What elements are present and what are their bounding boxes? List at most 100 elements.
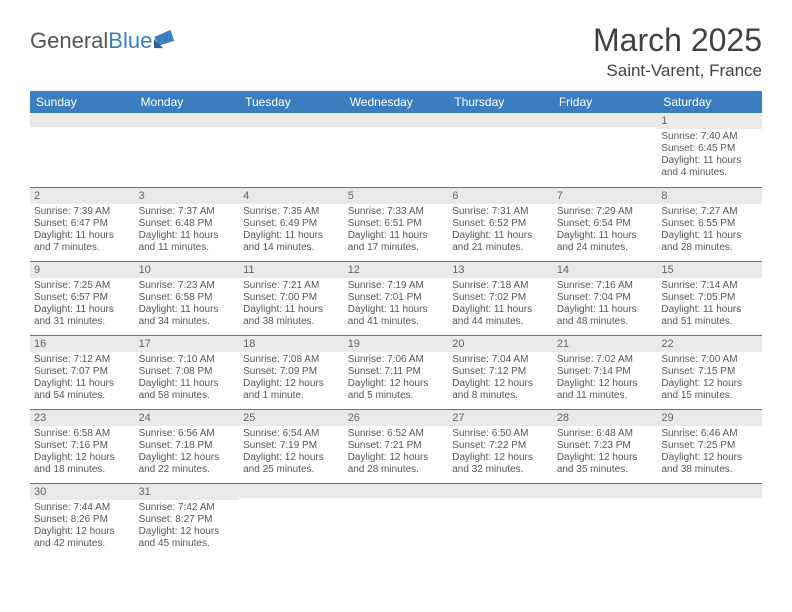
- day-details: Sunrise: 7:19 AMSunset: 7:01 PMDaylight:…: [344, 278, 449, 331]
- calendar-body: 1Sunrise: 7:40 AMSunset: 6:45 PMDaylight…: [30, 113, 762, 557]
- calendar-day: 12Sunrise: 7:19 AMSunset: 7:01 PMDayligh…: [344, 261, 449, 335]
- logo-text-1: General: [30, 28, 108, 54]
- day-number: 30: [30, 484, 135, 500]
- day-number: [553, 113, 658, 127]
- calendar-day: 24Sunrise: 6:56 AMSunset: 7:18 PMDayligh…: [135, 409, 240, 483]
- day-details: Sunrise: 7:44 AMSunset: 8:26 PMDaylight:…: [30, 500, 135, 553]
- day-details: Sunrise: 6:56 AMSunset: 7:18 PMDaylight:…: [135, 426, 240, 479]
- calendar-day: 28Sunrise: 6:48 AMSunset: 7:23 PMDayligh…: [553, 409, 658, 483]
- day-number: 10: [135, 262, 240, 278]
- calendar-week: 1Sunrise: 7:40 AMSunset: 6:45 PMDaylight…: [30, 113, 762, 187]
- calendar-day: 23Sunrise: 6:58 AMSunset: 7:16 PMDayligh…: [30, 409, 135, 483]
- day-number: 19: [344, 336, 449, 352]
- calendar-day: 6Sunrise: 7:31 AMSunset: 6:52 PMDaylight…: [448, 187, 553, 261]
- calendar-empty: [657, 483, 762, 557]
- day-number: [344, 484, 449, 498]
- calendar-day: 14Sunrise: 7:16 AMSunset: 7:04 PMDayligh…: [553, 261, 658, 335]
- weekday-header: Friday: [553, 91, 658, 113]
- calendar-day: 4Sunrise: 7:35 AMSunset: 6:49 PMDaylight…: [239, 187, 344, 261]
- day-details: Sunrise: 6:54 AMSunset: 7:19 PMDaylight:…: [239, 426, 344, 479]
- day-number: 9: [30, 262, 135, 278]
- day-details: Sunrise: 7:23 AMSunset: 6:58 PMDaylight:…: [135, 278, 240, 331]
- day-number: 4: [239, 188, 344, 204]
- calendar-day: 1Sunrise: 7:40 AMSunset: 6:45 PMDaylight…: [657, 113, 762, 187]
- calendar-day: 3Sunrise: 7:37 AMSunset: 6:48 PMDaylight…: [135, 187, 240, 261]
- calendar-day: 19Sunrise: 7:06 AMSunset: 7:11 PMDayligh…: [344, 335, 449, 409]
- day-details: Sunrise: 7:31 AMSunset: 6:52 PMDaylight:…: [448, 204, 553, 257]
- day-number: 14: [553, 262, 658, 278]
- calendar-week: 16Sunrise: 7:12 AMSunset: 7:07 PMDayligh…: [30, 335, 762, 409]
- calendar-empty: [239, 113, 344, 187]
- calendar-day: 22Sunrise: 7:00 AMSunset: 7:15 PMDayligh…: [657, 335, 762, 409]
- day-details: Sunrise: 7:16 AMSunset: 7:04 PMDaylight:…: [553, 278, 658, 331]
- logo-text-2: Blue: [108, 28, 152, 54]
- calendar-empty: [135, 113, 240, 187]
- day-number: 26: [344, 410, 449, 426]
- day-number: 13: [448, 262, 553, 278]
- calendar-empty: [30, 113, 135, 187]
- calendar-empty: [553, 113, 658, 187]
- day-number: 29: [657, 410, 762, 426]
- calendar-day: 20Sunrise: 7:04 AMSunset: 7:12 PMDayligh…: [448, 335, 553, 409]
- day-number: 18: [239, 336, 344, 352]
- day-number: 20: [448, 336, 553, 352]
- day-details: Sunrise: 7:42 AMSunset: 8:27 PMDaylight:…: [135, 500, 240, 553]
- weekday-header: Tuesday: [239, 91, 344, 113]
- day-details: Sunrise: 7:12 AMSunset: 7:07 PMDaylight:…: [30, 352, 135, 405]
- day-details: Sunrise: 7:37 AMSunset: 6:48 PMDaylight:…: [135, 204, 240, 257]
- day-number: [135, 113, 240, 127]
- day-details: Sunrise: 7:21 AMSunset: 7:00 PMDaylight:…: [239, 278, 344, 331]
- day-number: [239, 113, 344, 127]
- day-number: [344, 113, 449, 127]
- calendar-day: 8Sunrise: 7:27 AMSunset: 6:55 PMDaylight…: [657, 187, 762, 261]
- calendar-day: 13Sunrise: 7:18 AMSunset: 7:02 PMDayligh…: [448, 261, 553, 335]
- logo: GeneralBlue: [30, 28, 176, 54]
- calendar-week: 30Sunrise: 7:44 AMSunset: 8:26 PMDayligh…: [30, 483, 762, 557]
- calendar-empty: [344, 113, 449, 187]
- location: Saint-Varent, France: [593, 61, 762, 81]
- calendar-day: 15Sunrise: 7:14 AMSunset: 7:05 PMDayligh…: [657, 261, 762, 335]
- calendar-day: 11Sunrise: 7:21 AMSunset: 7:00 PMDayligh…: [239, 261, 344, 335]
- day-details: Sunrise: 7:08 AMSunset: 7:09 PMDaylight:…: [239, 352, 344, 405]
- day-number: 3: [135, 188, 240, 204]
- calendar-empty: [239, 483, 344, 557]
- day-details: Sunrise: 7:29 AMSunset: 6:54 PMDaylight:…: [553, 204, 658, 257]
- calendar-week: 9Sunrise: 7:25 AMSunset: 6:57 PMDaylight…: [30, 261, 762, 335]
- calendar-day: 2Sunrise: 7:39 AMSunset: 6:47 PMDaylight…: [30, 187, 135, 261]
- day-details: Sunrise: 7:10 AMSunset: 7:08 PMDaylight:…: [135, 352, 240, 405]
- day-details: Sunrise: 7:14 AMSunset: 7:05 PMDaylight:…: [657, 278, 762, 331]
- flag-icon: [154, 29, 176, 49]
- calendar-week: 2Sunrise: 7:39 AMSunset: 6:47 PMDaylight…: [30, 187, 762, 261]
- day-number: [30, 113, 135, 127]
- day-details: Sunrise: 7:35 AMSunset: 6:49 PMDaylight:…: [239, 204, 344, 257]
- day-number: 22: [657, 336, 762, 352]
- calendar-table: SundayMondayTuesdayWednesdayThursdayFrid…: [30, 91, 762, 557]
- day-details: Sunrise: 7:27 AMSunset: 6:55 PMDaylight:…: [657, 204, 762, 257]
- day-number: 23: [30, 410, 135, 426]
- calendar-empty: [448, 483, 553, 557]
- weekday-header: Monday: [135, 91, 240, 113]
- calendar-day: 31Sunrise: 7:42 AMSunset: 8:27 PMDayligh…: [135, 483, 240, 557]
- day-number: [448, 113, 553, 127]
- day-number: 6: [448, 188, 553, 204]
- day-details: Sunrise: 6:46 AMSunset: 7:25 PMDaylight:…: [657, 426, 762, 479]
- calendar-empty: [448, 113, 553, 187]
- calendar-day: 29Sunrise: 6:46 AMSunset: 7:25 PMDayligh…: [657, 409, 762, 483]
- day-number: [448, 484, 553, 498]
- day-number: [657, 484, 762, 498]
- day-number: 25: [239, 410, 344, 426]
- day-details: Sunrise: 7:06 AMSunset: 7:11 PMDaylight:…: [344, 352, 449, 405]
- calendar-empty: [344, 483, 449, 557]
- weekday-header: Wednesday: [344, 91, 449, 113]
- day-number: 7: [553, 188, 658, 204]
- calendar-day: 18Sunrise: 7:08 AMSunset: 7:09 PMDayligh…: [239, 335, 344, 409]
- day-number: 8: [657, 188, 762, 204]
- calendar-day: 9Sunrise: 7:25 AMSunset: 6:57 PMDaylight…: [30, 261, 135, 335]
- day-details: Sunrise: 7:25 AMSunset: 6:57 PMDaylight:…: [30, 278, 135, 331]
- day-details: Sunrise: 7:02 AMSunset: 7:14 PMDaylight:…: [553, 352, 658, 405]
- day-number: 28: [553, 410, 658, 426]
- calendar-empty: [553, 483, 658, 557]
- calendar-week: 23Sunrise: 6:58 AMSunset: 7:16 PMDayligh…: [30, 409, 762, 483]
- month-title: March 2025: [593, 22, 762, 59]
- day-details: Sunrise: 6:58 AMSunset: 7:16 PMDaylight:…: [30, 426, 135, 479]
